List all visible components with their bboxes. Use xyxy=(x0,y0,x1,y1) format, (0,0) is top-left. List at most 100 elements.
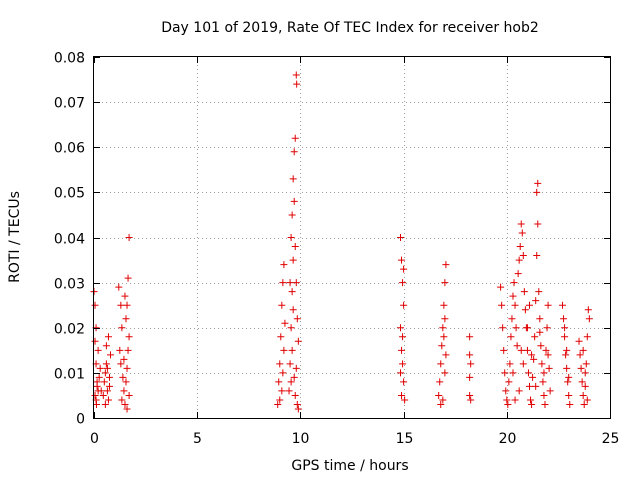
y-tick-label: 0.01 xyxy=(54,367,85,383)
data-point xyxy=(561,324,569,332)
data-point xyxy=(400,378,408,386)
x-tick-label: 20 xyxy=(499,431,517,447)
data-point xyxy=(94,346,102,354)
data-point xyxy=(526,382,534,390)
data-point xyxy=(517,346,525,354)
data-point xyxy=(399,360,407,368)
data-point xyxy=(508,315,516,323)
data-point xyxy=(466,351,474,359)
data-point xyxy=(280,346,288,354)
data-point xyxy=(564,378,572,386)
data-point xyxy=(278,301,286,309)
data-point xyxy=(122,378,130,386)
data-point xyxy=(441,279,449,287)
data-point xyxy=(279,279,287,287)
data-point xyxy=(121,292,129,300)
data-point xyxy=(437,400,445,408)
data-point xyxy=(290,148,298,156)
data-point xyxy=(565,391,573,399)
data-point xyxy=(466,373,474,381)
data-point xyxy=(117,301,125,309)
data-point xyxy=(538,360,546,368)
data-point xyxy=(105,382,113,390)
data-point xyxy=(583,333,591,341)
data-point xyxy=(582,360,590,368)
data-point xyxy=(287,234,295,241)
data-point xyxy=(435,391,443,399)
data-point xyxy=(544,351,552,359)
data-point xyxy=(517,220,525,228)
data-point xyxy=(291,243,299,251)
data-point xyxy=(288,211,296,219)
data-point xyxy=(533,252,541,260)
data-point xyxy=(292,364,300,372)
data-point xyxy=(505,378,513,386)
data-point xyxy=(400,301,408,309)
data-point xyxy=(577,364,585,372)
data-point xyxy=(107,351,115,359)
y-tick-label: 0.05 xyxy=(54,186,85,202)
y-tick-label: 0.07 xyxy=(54,96,85,112)
data-point xyxy=(95,373,103,381)
data-point xyxy=(530,355,538,363)
data-point xyxy=(529,373,537,381)
chart-title: Day 101 of 2019, Rate Of TEC Index for r… xyxy=(161,20,539,36)
data-point xyxy=(515,256,523,264)
data-point xyxy=(499,324,507,332)
data-point xyxy=(536,328,544,336)
data-point xyxy=(117,360,125,368)
data-point xyxy=(497,283,505,291)
data-point xyxy=(91,391,99,399)
data-point xyxy=(399,279,407,287)
data-point xyxy=(466,333,474,341)
data-point xyxy=(289,256,297,264)
data-point xyxy=(291,134,299,142)
data-point xyxy=(286,360,294,368)
data-point xyxy=(498,301,506,309)
data-point xyxy=(566,400,574,408)
data-point xyxy=(293,80,301,88)
data-point xyxy=(546,387,554,395)
data-point xyxy=(281,319,289,327)
data-point xyxy=(286,279,294,287)
y-tick-label: 0.06 xyxy=(54,141,85,157)
data-point xyxy=(520,288,528,296)
data-point xyxy=(519,360,527,368)
data-point xyxy=(534,220,542,228)
data-point xyxy=(578,378,586,386)
data-point xyxy=(294,405,302,413)
data-point xyxy=(512,324,520,332)
data-point xyxy=(279,369,287,377)
data-point xyxy=(523,324,531,332)
data-point xyxy=(289,175,297,183)
data-point xyxy=(524,369,532,377)
data-point xyxy=(439,396,447,404)
data-point xyxy=(103,387,111,395)
ticks-layer: 0 0.01 0.02 0.03 0.04 0.05 0.06 0.07 0.08 0 5 10 15 2… xyxy=(54,51,620,448)
data-point xyxy=(563,346,571,354)
data-point xyxy=(120,355,128,363)
data-point xyxy=(442,261,450,269)
data-point xyxy=(118,396,126,404)
data-point xyxy=(526,301,534,309)
data-point xyxy=(102,360,110,368)
data-point xyxy=(466,391,474,399)
data-point xyxy=(105,373,113,381)
data-point xyxy=(293,315,301,323)
data-point xyxy=(91,337,99,345)
y-tick-label: 0.04 xyxy=(54,232,85,248)
data-point xyxy=(124,346,132,354)
data-point xyxy=(545,364,553,372)
data-point xyxy=(584,306,592,314)
data-point xyxy=(579,346,587,354)
data-point xyxy=(513,342,521,350)
data-point xyxy=(440,333,448,341)
data-point xyxy=(100,378,108,386)
data-point xyxy=(293,400,301,408)
data-point xyxy=(287,378,295,386)
data-point xyxy=(104,396,112,404)
data-point xyxy=(122,315,130,323)
data-point xyxy=(535,288,543,296)
data-point xyxy=(581,369,589,377)
